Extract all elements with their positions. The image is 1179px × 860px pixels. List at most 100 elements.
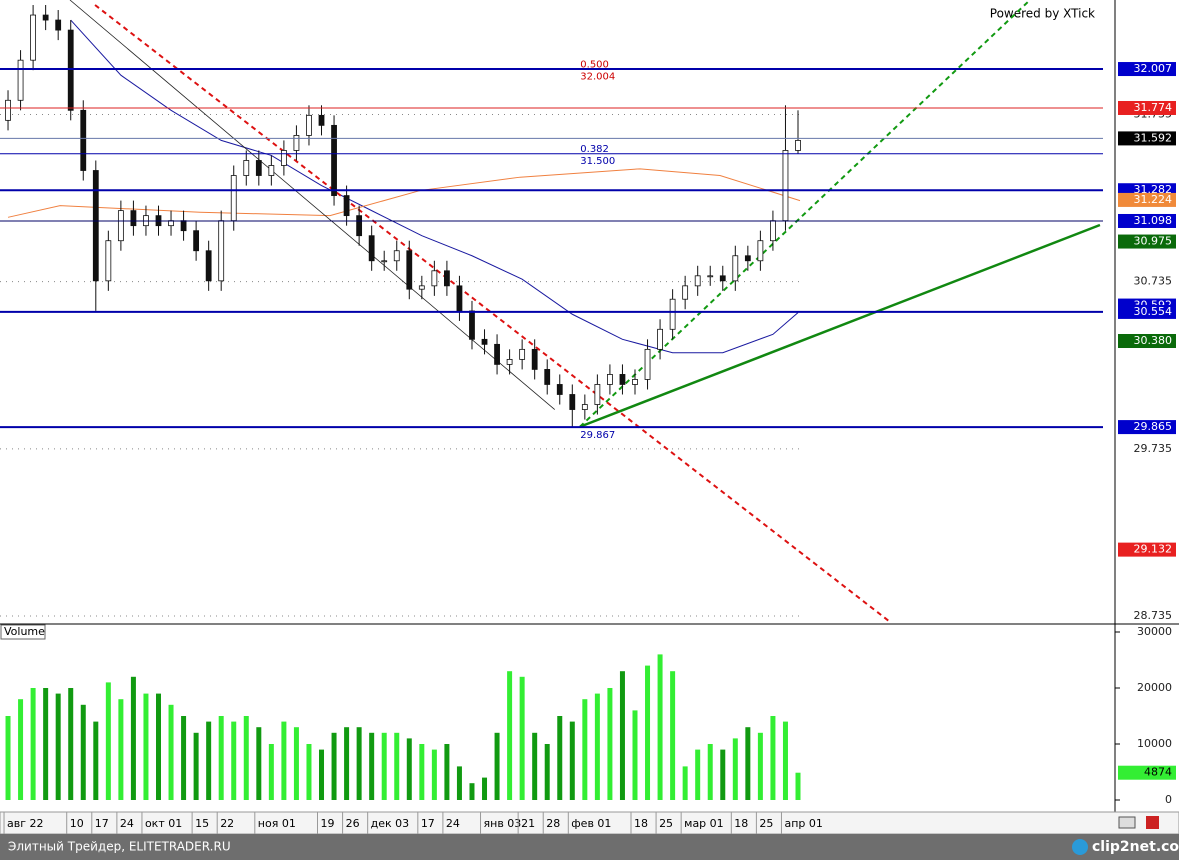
footer-text: Элитный Трейдер, ELITETRADER.RU <box>8 840 231 854</box>
volume-bar <box>118 699 124 800</box>
candle-body <box>519 348 526 360</box>
x-tick-label: авг 22 <box>7 817 44 830</box>
candle-body <box>556 384 563 395</box>
candle-body <box>318 114 325 126</box>
volume-bar <box>268 743 274 800</box>
candle-body <box>218 220 225 282</box>
volume-bar <box>306 743 312 800</box>
price-plot <box>0 0 1101 622</box>
x-tick-label: 15 <box>195 817 209 830</box>
candle-body <box>581 404 588 410</box>
moving-average <box>70 19 799 354</box>
candle-body <box>381 260 388 263</box>
candle-body <box>795 140 801 151</box>
price-label-box <box>1118 304 1176 319</box>
price-label-box <box>1118 100 1176 115</box>
candle-body <box>280 150 287 166</box>
trend-line <box>94 4 891 622</box>
exit-icon[interactable] <box>1146 816 1159 829</box>
candle-body <box>456 285 463 312</box>
volume-bar <box>319 749 325 800</box>
y-tick-label: 30.735 <box>1134 275 1173 288</box>
candle-body <box>117 210 124 242</box>
price-label: 30.380 <box>1134 334 1173 347</box>
candle-body <box>92 170 99 282</box>
candle-body <box>531 348 538 370</box>
volume-bar <box>18 699 24 800</box>
candle-body <box>782 150 789 222</box>
volume-bar <box>557 715 563 800</box>
candle-body <box>707 275 714 278</box>
candle-body <box>594 384 601 405</box>
volume-bar <box>5 715 11 800</box>
candle-body <box>193 230 200 252</box>
volume-bar <box>155 693 161 800</box>
volume-bar <box>344 727 350 800</box>
fib-price: 31.500 <box>580 156 615 167</box>
x-tick-label: 18 <box>734 817 748 830</box>
candle-body <box>744 255 751 262</box>
price-label: 31.774 <box>1134 101 1173 114</box>
volume-bar <box>619 671 625 800</box>
candle-body <box>230 175 237 222</box>
volume-bar <box>632 710 638 800</box>
candle-body <box>494 343 500 365</box>
volume-bar <box>482 777 488 800</box>
price-label-box <box>1118 334 1176 349</box>
volume-bar <box>193 732 199 800</box>
x-tick-label: окт 01 <box>145 817 182 830</box>
candle-body <box>719 275 726 282</box>
volume-bar <box>43 687 49 800</box>
panel-title-box <box>0 624 46 640</box>
x-tick-label: 25 <box>659 817 673 830</box>
volume-bar <box>206 721 212 800</box>
candle-body <box>418 285 425 290</box>
volume-bar <box>594 693 600 800</box>
price-label-box <box>1118 62 1176 77</box>
volume-bar <box>231 721 237 800</box>
candle-body <box>431 270 438 287</box>
candle-body <box>130 210 137 227</box>
price-label: 31.098 <box>1134 214 1173 227</box>
candle-body <box>669 298 676 330</box>
x-tick-label: 22 <box>220 817 234 830</box>
x-tick-label: 18 <box>634 817 648 830</box>
candle-body <box>607 374 613 385</box>
price-label: 31.224 <box>1134 193 1173 206</box>
x-tick-label: ноя 01 <box>258 817 296 830</box>
volume-bar <box>30 687 36 800</box>
toolbar-icon[interactable] <box>1118 816 1136 829</box>
last-volume-label: 4874 <box>1144 766 1172 779</box>
fib-ratio: 0.500 <box>580 60 609 71</box>
volume-bar <box>494 732 500 800</box>
volume-bar <box>695 749 701 800</box>
y-tick-label: 29.735 <box>1134 442 1173 455</box>
price-label: 30.554 <box>1134 305 1173 318</box>
candle-body <box>331 124 337 196</box>
candle-body <box>17 59 24 101</box>
volume-bar <box>456 766 462 800</box>
price-label-box <box>1118 542 1176 557</box>
candle-body <box>30 14 37 61</box>
volume-bar <box>519 676 525 800</box>
volume-bar <box>55 693 61 800</box>
candle-body <box>67 29 74 111</box>
price-label: 29.865 <box>1134 420 1173 433</box>
volume-bar <box>770 715 776 800</box>
volume-bar <box>93 721 99 800</box>
footer-bar <box>0 834 1179 860</box>
volume-bar <box>657 654 663 800</box>
candle-body <box>694 275 701 287</box>
volume-bar <box>80 704 86 800</box>
price-label: 31.592 <box>1134 131 1173 144</box>
volume-bar <box>419 743 425 800</box>
volume-bar <box>105 682 111 800</box>
volume-bar <box>782 721 788 800</box>
volume-bar <box>582 699 588 800</box>
x-tick-label: 17 <box>421 817 435 830</box>
volume-bar <box>645 665 651 800</box>
candle-body <box>444 270 450 287</box>
volume-bar <box>218 715 224 800</box>
price-label-box <box>1118 131 1176 146</box>
